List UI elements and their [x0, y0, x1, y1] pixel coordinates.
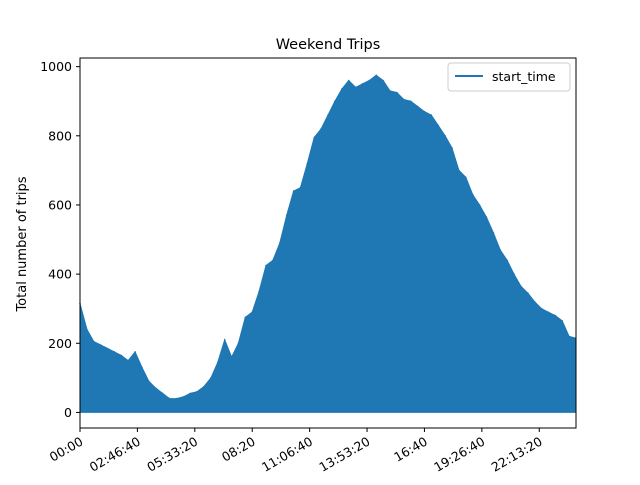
data-point [230, 356, 233, 358]
y-tick-label: 800 [48, 128, 72, 143]
data-point [155, 387, 157, 390]
data-point [217, 361, 219, 364]
data-point [203, 385, 205, 388]
data-point [334, 100, 336, 102]
data-point [444, 135, 446, 137]
legend: start_time [447, 62, 571, 92]
data-point [561, 320, 563, 322]
data-point [465, 176, 467, 179]
data-point [265, 264, 267, 267]
data-point [292, 190, 295, 192]
data-point [244, 316, 247, 319]
data-point [540, 307, 543, 310]
data-point [285, 214, 288, 217]
data-point [113, 351, 116, 353]
data-point [533, 301, 536, 303]
data-point [175, 397, 178, 400]
data-point [513, 273, 515, 275]
data-point [99, 344, 102, 346]
data-point [416, 105, 419, 108]
data-point [396, 91, 398, 94]
data-point [389, 90, 391, 92]
data-point [299, 186, 302, 189]
data-point [478, 204, 481, 206]
data-point [520, 285, 522, 288]
data-point [361, 83, 364, 85]
data-point [423, 110, 426, 113]
data-point [403, 98, 405, 101]
data-point [485, 216, 488, 218]
data-point [161, 392, 164, 395]
data-point [382, 79, 384, 82]
data-point [347, 79, 350, 82]
data-point [375, 74, 378, 77]
data-point [148, 380, 150, 383]
y-axis-label: Total number of trips [15, 176, 30, 312]
data-point [430, 114, 433, 116]
data-point [306, 162, 309, 165]
data-point [527, 292, 529, 294]
data-point [251, 311, 253, 314]
data-point [320, 128, 322, 130]
data-point [93, 340, 95, 343]
data-point [272, 259, 274, 262]
series-area-0 [79, 74, 577, 413]
data-point [568, 335, 570, 338]
data-point [547, 311, 550, 314]
data-point [279, 242, 281, 244]
data-point [471, 193, 474, 196]
y-tick-label: 400 [48, 267, 72, 282]
data-point [141, 366, 143, 369]
data-point [168, 397, 171, 400]
legend-box [447, 62, 571, 92]
data-point [506, 259, 508, 262]
data-point [237, 342, 240, 345]
legend-label-start-time: start_time [492, 69, 556, 84]
data-point [499, 249, 502, 251]
data-point [451, 147, 453, 149]
data-point [223, 339, 226, 341]
series-layer [79, 74, 577, 413]
data-point [341, 88, 343, 90]
data-point [327, 114, 329, 116]
plot-frame [79, 57, 577, 429]
data-point [182, 396, 185, 398]
data-point [409, 100, 412, 102]
data-point [86, 328, 88, 331]
y-tick-label: 600 [48, 197, 72, 212]
data-point [134, 351, 136, 353]
data-point [120, 354, 123, 357]
data-point [196, 390, 198, 393]
data-point [189, 392, 191, 395]
data-point [554, 314, 557, 317]
data-point [437, 124, 440, 127]
data-point [106, 347, 109, 350]
y-tick-label: 200 [48, 336, 72, 351]
y-tick-label: 1000 [40, 59, 72, 74]
data-point [258, 290, 260, 293]
data-point [127, 359, 129, 362]
y-tick-label: 0 [64, 405, 72, 420]
data-point [313, 136, 316, 139]
data-point [458, 169, 460, 172]
chart-title: Weekend Trips [276, 37, 381, 53]
data-point [210, 377, 212, 379]
data-point [354, 86, 357, 89]
data-point [368, 79, 371, 82]
data-point [492, 231, 495, 234]
